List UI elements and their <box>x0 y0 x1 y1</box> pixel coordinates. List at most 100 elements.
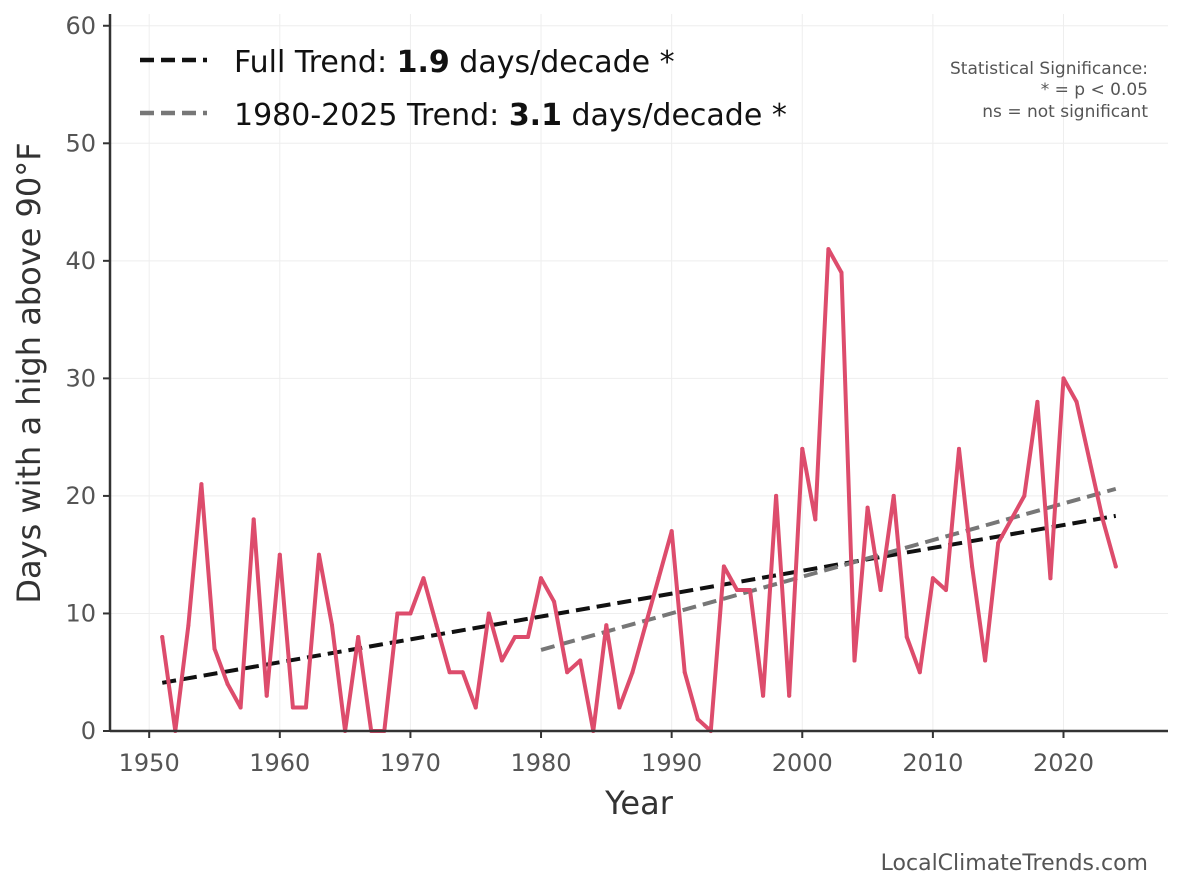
data-point <box>643 623 648 628</box>
data-point <box>238 705 243 710</box>
data-point <box>1022 493 1027 498</box>
data-point <box>1100 517 1105 522</box>
data-point <box>1048 576 1053 581</box>
data-point <box>447 670 452 675</box>
x-tick-label: 2000 <box>772 749 833 777</box>
data-point <box>460 670 465 675</box>
data-point <box>330 623 335 628</box>
x-tick-label: 1980 <box>510 749 571 777</box>
data-point <box>800 446 805 451</box>
data-point <box>421 576 426 581</box>
data-point <box>212 646 217 651</box>
data-point <box>356 634 361 639</box>
data-point <box>630 670 635 675</box>
data-point <box>316 552 321 557</box>
data-point <box>787 693 792 698</box>
legend-suffix: days/decade * <box>450 45 675 80</box>
data-point <box>930 576 935 581</box>
y-ticks: 0 10 20 30 40 50 60 <box>65 12 110 745</box>
data-point <box>539 576 544 581</box>
significance-note: Statistical Significance: * = p < 0.05 n… <box>950 59 1148 122</box>
data-point <box>408 611 413 616</box>
legend-prefix: 1980-2025 Trend: <box>234 98 509 133</box>
significance-line-2: * = p < 0.05 <box>1041 80 1148 100</box>
data-point <box>983 658 988 663</box>
data-point <box>277 552 282 557</box>
data-point <box>225 681 230 686</box>
data-point <box>1074 399 1079 404</box>
data-point <box>970 564 975 569</box>
y-tick-label: 0 <box>81 717 96 745</box>
x-axis-title: Year <box>604 784 674 822</box>
x-ticks: 1950 1960 1970 1980 1990 2000 2010 2020 <box>119 731 1094 777</box>
data-point <box>1035 399 1040 404</box>
legend: Full Trend: 1.9 days/decade *1980-2025 T… <box>140 45 787 133</box>
data-point <box>434 623 439 628</box>
legend-value: 1.9 <box>397 45 450 80</box>
data-point <box>264 693 269 698</box>
data-point <box>186 623 191 628</box>
y-axis-title: Days with a high above 90°F <box>10 142 48 603</box>
data-point <box>1087 458 1092 463</box>
data-point <box>499 658 504 663</box>
axes <box>108 14 1168 733</box>
data-point <box>199 482 204 487</box>
y-tick-label: 50 <box>65 129 96 157</box>
data-point <box>578 658 583 663</box>
data-point <box>996 540 1001 545</box>
data-point <box>957 446 962 451</box>
y-tick-label: 10 <box>65 599 96 627</box>
data-point <box>891 493 896 498</box>
data-point <box>1009 517 1014 522</box>
data-point <box>774 493 779 498</box>
x-tick-label: 1950 <box>119 749 180 777</box>
data-point <box>525 634 530 639</box>
data-point <box>1113 564 1118 569</box>
data-point <box>512 634 517 639</box>
x-tick-label: 2020 <box>1033 749 1094 777</box>
data-point <box>1061 376 1066 381</box>
data-point <box>617 705 622 710</box>
series-line <box>160 247 1118 733</box>
data-point <box>839 270 844 275</box>
data-point <box>734 587 739 592</box>
data-point <box>303 705 308 710</box>
data-point <box>604 623 609 628</box>
significance-line-1: Statistical Significance: <box>950 59 1148 79</box>
data-point <box>813 517 818 522</box>
data-point <box>826 247 831 252</box>
legend-value: 3.1 <box>509 98 562 133</box>
legend-prefix: Full Trend: <box>234 45 397 80</box>
data-point <box>721 564 726 569</box>
data-point <box>761 693 766 698</box>
data-point <box>682 670 687 675</box>
x-tick-label: 1990 <box>641 749 702 777</box>
data-point <box>251 517 256 522</box>
data-point <box>852 658 857 663</box>
significance-line-3: ns = not significant <box>982 102 1148 122</box>
data-point <box>473 705 478 710</box>
legend-label-1: Full Trend: 1.9 days/decade * <box>234 45 675 80</box>
y-tick-label: 40 <box>65 247 96 275</box>
trend-line-1 <box>161 513 1117 685</box>
data-point <box>878 587 883 592</box>
data-point <box>290 705 295 710</box>
legend-suffix: days/decade * <box>562 98 787 133</box>
data-point <box>552 599 557 604</box>
data-point <box>865 505 870 510</box>
data-point <box>695 717 700 722</box>
data-point <box>904 634 909 639</box>
y-tick-label: 60 <box>65 12 96 40</box>
data-point <box>943 587 948 592</box>
data-point <box>748 587 753 592</box>
legend-label-2: 1980-2025 Trend: 3.1 days/decade * <box>234 98 787 133</box>
data-point <box>669 529 674 534</box>
data-point <box>917 670 922 675</box>
trend-lines <box>161 486 1117 685</box>
y-tick-label: 20 <box>65 482 96 510</box>
data-point <box>656 576 661 581</box>
data-point <box>486 611 491 616</box>
data-point <box>395 611 400 616</box>
y-tick-label: 30 <box>65 364 96 392</box>
